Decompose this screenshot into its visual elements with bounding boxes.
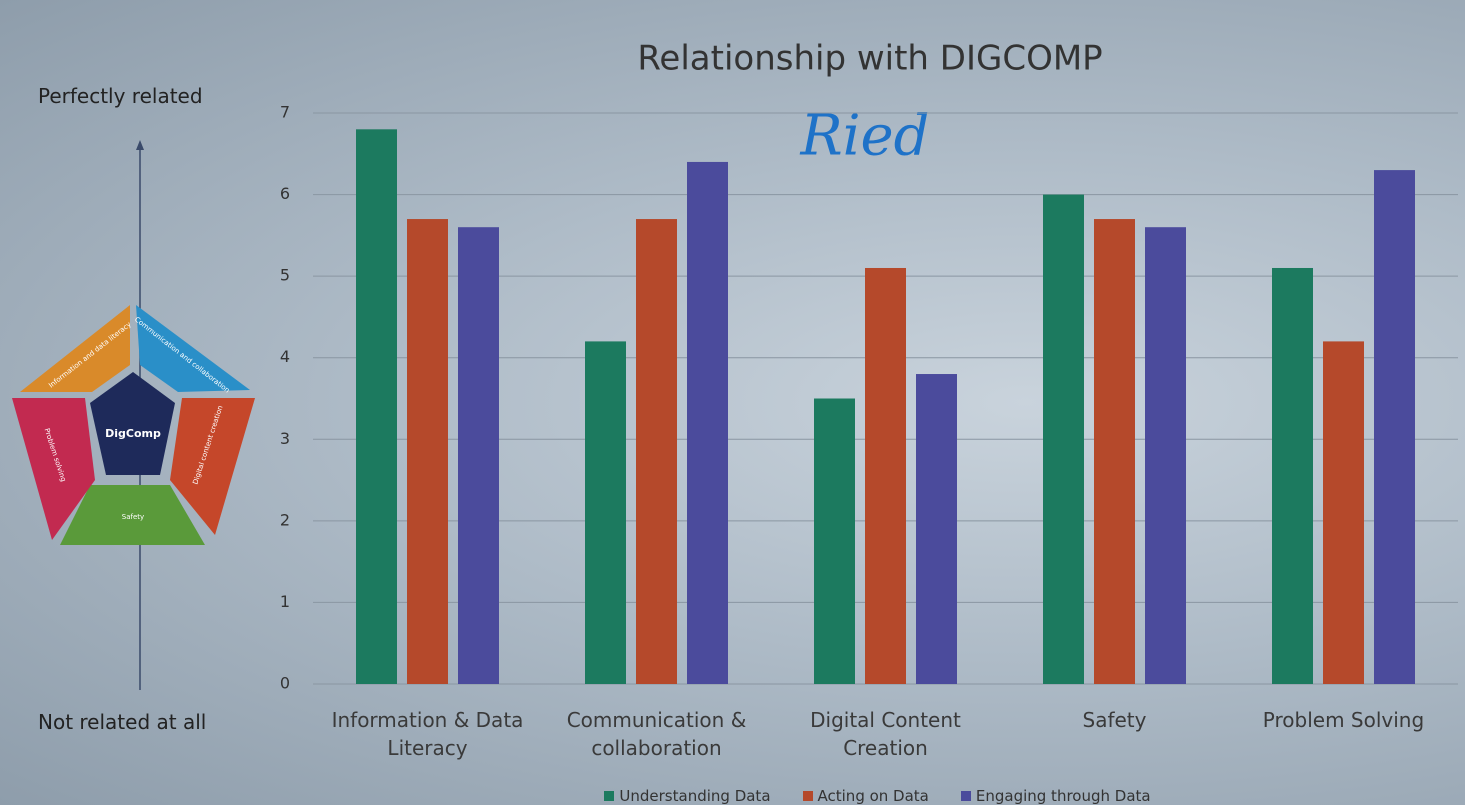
y-tick-label: 6 <box>280 184 290 203</box>
diagram-center: DigComp <box>105 427 161 440</box>
legend-item: Understanding Data <box>604 787 770 805</box>
bar <box>1043 195 1084 684</box>
x-tick-label: Communication & collaboration <box>544 706 770 762</box>
x-tick-label: Safety <box>1002 706 1228 734</box>
bar <box>458 227 499 684</box>
y-tick-label: 5 <box>280 266 290 285</box>
legend-swatch <box>604 791 614 801</box>
chart-title: Relationship with DIGCOMP <box>637 39 1102 79</box>
bar <box>865 268 906 684</box>
x-tick-label: Information & Data Literacy <box>315 706 541 762</box>
bar <box>1145 227 1186 684</box>
segment <box>20 305 130 392</box>
y-tick-label: 1 <box>280 592 290 611</box>
bar <box>636 219 677 684</box>
y-tick-label: 4 <box>280 347 290 366</box>
bar <box>916 374 957 684</box>
segment-label: Safety <box>122 513 144 521</box>
legend-label: Understanding Data <box>619 787 770 805</box>
bar <box>1094 219 1135 684</box>
annotation: Not related at all <box>38 710 206 734</box>
annotation: Perfectly related <box>38 84 203 108</box>
bar <box>687 162 728 684</box>
slide: Relationship with DIGCOMP Ried DigComp I… <box>0 0 1465 805</box>
bar <box>814 399 855 685</box>
legend-label: Engaging through Data <box>976 787 1151 805</box>
bar <box>356 129 397 684</box>
bar <box>585 341 626 684</box>
bar <box>1323 341 1364 684</box>
chart: Relationship with DIGCOMP Ried DigComp I… <box>0 0 1465 805</box>
legend-swatch <box>803 791 813 801</box>
x-tick-label: Digital Content Creation <box>773 706 999 762</box>
legend-item: Engaging through Data <box>961 787 1151 805</box>
y-tick-label: 0 <box>280 674 290 693</box>
legend: Understanding Data Acting on Data Engaging… <box>0 787 1465 805</box>
digcomp-diagram: DigComp Information and data literacy Co… <box>12 305 255 545</box>
arrow-head <box>136 140 144 150</box>
segment <box>136 305 250 392</box>
segment <box>90 372 175 475</box>
bar <box>407 219 448 684</box>
legend-swatch <box>961 791 971 801</box>
y-tick-label: 7 <box>280 103 290 122</box>
y-tick-label: 3 <box>280 429 290 448</box>
legend-item: Acting on Data <box>803 787 929 805</box>
bar <box>1374 170 1415 684</box>
y-tick-label: 2 <box>280 510 290 529</box>
x-tick-label: Problem Solving <box>1231 706 1457 734</box>
legend-label: Acting on Data <box>818 787 929 805</box>
bar <box>1272 268 1313 684</box>
